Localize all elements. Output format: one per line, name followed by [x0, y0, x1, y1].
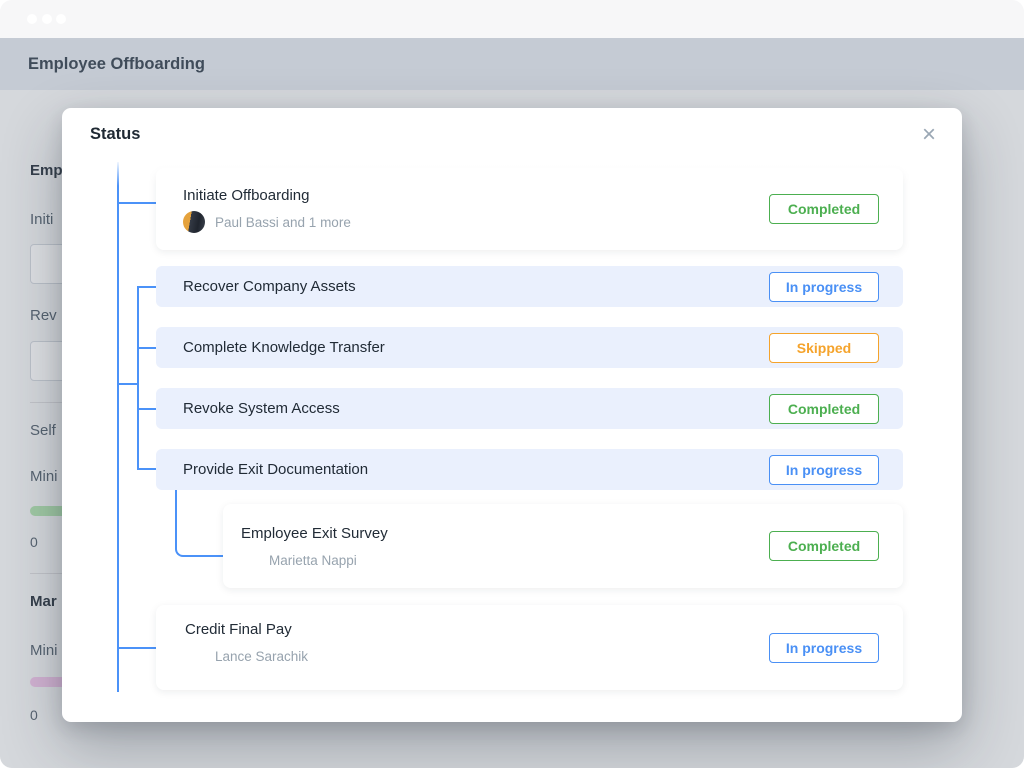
- form-section-heading: Emp: [30, 162, 63, 179]
- task-title: Credit Final Pay: [185, 621, 292, 638]
- window-dot: [56, 14, 66, 24]
- status-badge: Skipped: [769, 332, 879, 363]
- form-section-heading: Mar: [30, 593, 57, 610]
- page-title: Employee Offboarding: [28, 55, 205, 73]
- status-badge: Completed: [769, 531, 879, 561]
- status-badge: In progress: [769, 454, 879, 485]
- task-title: Revoke System Access: [183, 400, 340, 417]
- form-field-label: Mini: [30, 642, 58, 659]
- status-modal: Status × Initiate Offboarding Paul Bassi…: [62, 108, 962, 722]
- status-badge: In progress: [769, 632, 879, 663]
- tree-connector-line: [139, 286, 156, 288]
- slider-value: 0: [30, 534, 38, 550]
- task-title: Complete Knowledge Transfer: [183, 339, 385, 356]
- assignee-label: Lance Sarachik: [215, 649, 309, 664]
- task-title: Employee Exit Survey: [241, 525, 388, 542]
- task-card-employee-exit-survey[interactable]: Employee Exit Survey Marietta Nappi Comp…: [223, 504, 903, 588]
- assignee-label: Marietta Nappi: [269, 553, 357, 568]
- assignee-row: Paul Bassi and 1 more: [183, 211, 903, 233]
- task-row-provide-exit-documentation[interactable]: Provide Exit Documentation In progress: [156, 449, 903, 490]
- assignee-label: Paul Bassi and 1 more: [215, 214, 351, 230]
- tree-connector-line: [119, 383, 137, 385]
- window-dot: [42, 14, 52, 24]
- tree-connector-elbow: [175, 490, 223, 557]
- task-row-complete-knowledge-transfer[interactable]: Complete Knowledge Transfer Skipped: [156, 327, 903, 368]
- close-icon[interactable]: ×: [921, 121, 936, 148]
- tree-connector-line: [139, 468, 156, 470]
- window-dot: [27, 14, 37, 24]
- task-row-recover-company-assets[interactable]: Recover Company Assets In progress: [156, 266, 903, 307]
- slider-value: 0: [30, 707, 38, 723]
- task-title: Initiate Offboarding: [183, 187, 310, 204]
- modal-title: Status: [90, 125, 141, 143]
- tree-connector-line: [139, 408, 156, 410]
- window-titlebar: [0, 0, 1024, 38]
- tree-connector-line: [139, 347, 156, 349]
- task-card-credit-final-pay[interactable]: Credit Final Pay Lance Sarachik In progr…: [156, 605, 903, 690]
- tree-connector-line: [117, 162, 119, 692]
- task-title: Recover Company Assets: [183, 278, 356, 295]
- task-title: Provide Exit Documentation: [183, 461, 369, 478]
- task-row-revoke-system-access[interactable]: Revoke System Access Completed: [156, 388, 903, 429]
- form-field-label: Mini: [30, 468, 58, 485]
- form-field-label: Rev: [30, 307, 57, 324]
- status-badge: In progress: [769, 271, 879, 302]
- app-header: Employee Offboarding: [0, 38, 1024, 90]
- avatar: [183, 211, 205, 233]
- status-badge: Completed: [769, 194, 879, 224]
- tree-connector-line: [119, 647, 156, 649]
- form-field-label: Self: [30, 422, 56, 439]
- tree-connector-line: [119, 202, 156, 204]
- form-field-label: Initi: [30, 211, 54, 228]
- status-badge: Completed: [769, 393, 879, 424]
- task-card-initiate-offboarding[interactable]: Initiate Offboarding Paul Bassi and 1 mo…: [156, 168, 903, 250]
- tree-connector-line: [137, 286, 139, 470]
